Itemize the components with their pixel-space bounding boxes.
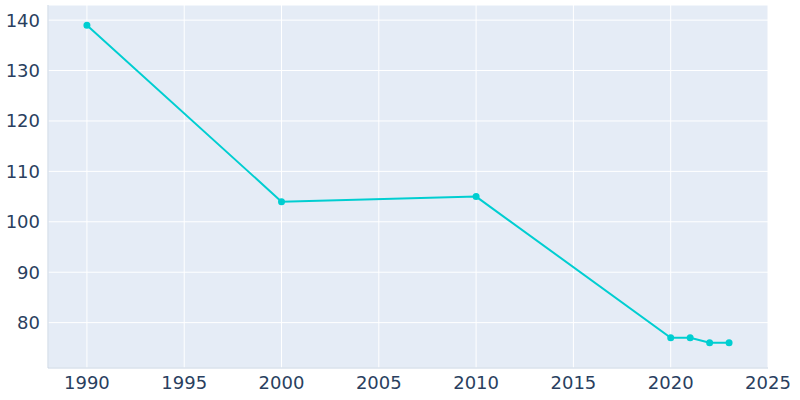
svg-text:2005: 2005 <box>356 372 402 393</box>
svg-text:100: 100 <box>8 211 40 232</box>
svg-text:120: 120 <box>8 110 40 131</box>
svg-text:130: 130 <box>8 60 40 81</box>
svg-text:90: 90 <box>17 262 40 283</box>
svg-text:2020: 2020 <box>648 372 694 393</box>
svg-text:2025: 2025 <box>745 372 791 393</box>
svg-text:80: 80 <box>17 312 40 333</box>
svg-text:110: 110 <box>8 161 40 182</box>
svg-text:2015: 2015 <box>550 372 596 393</box>
svg-text:2010: 2010 <box>453 372 499 393</box>
svg-text:140: 140 <box>8 10 40 31</box>
svg-text:1995: 1995 <box>161 372 207 393</box>
svg-text:2000: 2000 <box>259 372 305 393</box>
svg-text:1990: 1990 <box>64 372 110 393</box>
